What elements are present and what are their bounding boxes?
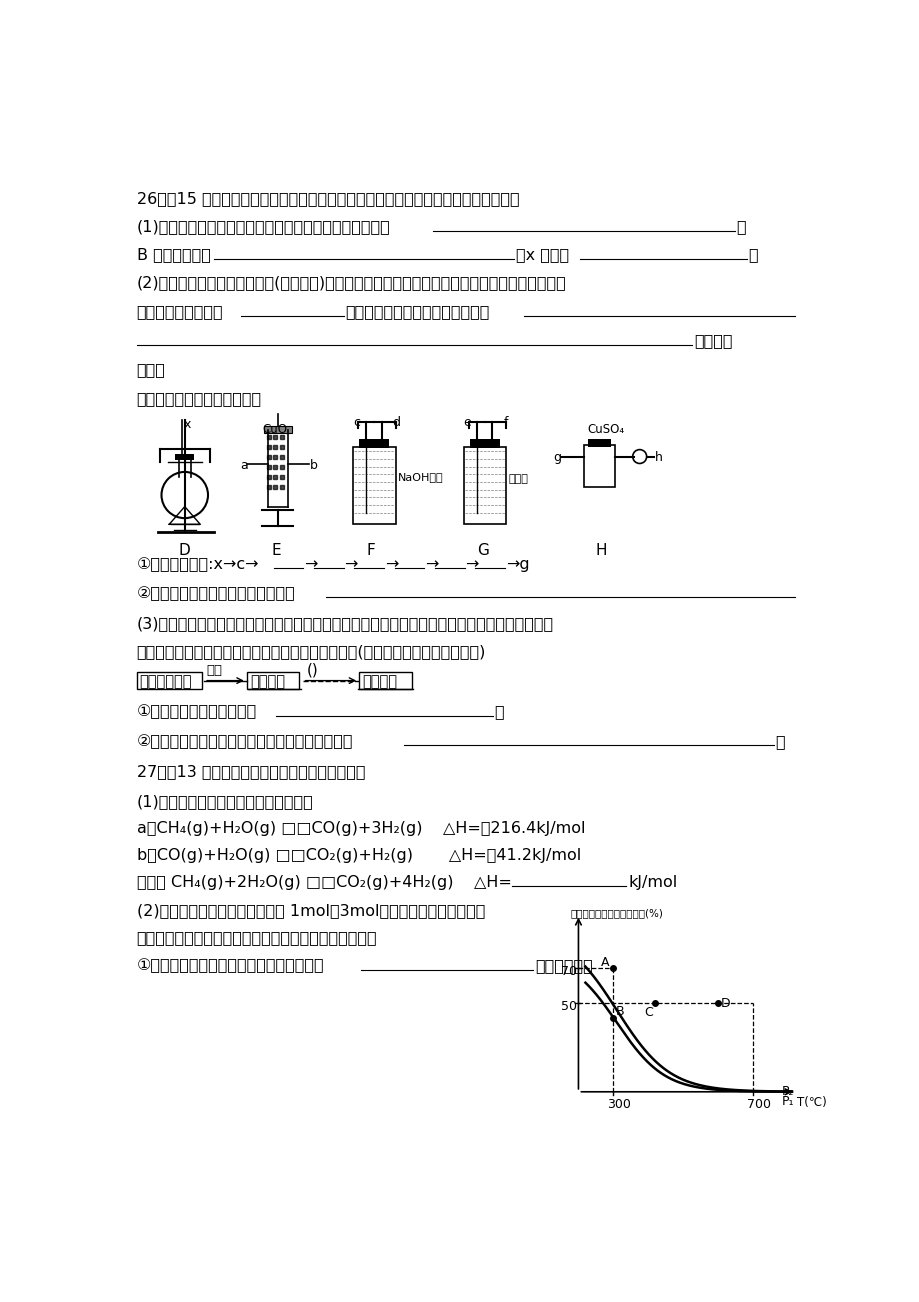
Text: 验证该气体的实验方案如下：: 验证该气体的实验方案如下： [137, 391, 262, 406]
Text: 300: 300 [607, 1098, 630, 1111]
Text: P₁: P₁ [780, 1095, 793, 1108]
Bar [264, 426, 291, 434]
Text: ①恒压时，反应一定达到平衡状态的标志是: ①恒压时，反应一定达到平衡状态的标志是 [137, 958, 324, 974]
Text: 越快。该气体可能为: 越快。该气体可能为 [137, 305, 223, 319]
Text: g: g [552, 452, 561, 464]
Text: 70: 70 [561, 965, 577, 978]
Text: B: B [615, 1005, 624, 1018]
Text: d: d [392, 417, 400, 430]
Text: P₂: P₂ [780, 1086, 793, 1099]
Text: 烧杯中混合物: 烧杯中混合物 [139, 673, 191, 689]
Text: 。: 。 [494, 704, 504, 720]
Text: (2)起始时投入氮气和氢气分别为 1mol、3mol，在不同温度和压强下合: (2)起始时投入氮气和氢气分别为 1mol、3mol，在不同温度和压强下合 [137, 904, 484, 918]
Text: b．CO(g)+H₂O(g) □□CO₂(g)+H₂(g)       △H=－41.2kJ/mol: b．CO(g)+H₂O(g) □□CO₂(g)+H₂(g) △H=－41.2kJ… [137, 848, 580, 863]
Bar [358, 672, 412, 689]
Text: ②能证明上述假设成立的实验现象是: ②能证明上述假设成立的实验现象是 [137, 586, 295, 602]
Text: 26．（15 分）某化学小组欲进行如下实验探究金属与浓硫酸反应。试回答下列问题。: 26．（15 分）某化学小组欲进行如下实验探究金属与浓硫酸反应。试回答下列问题。 [137, 191, 518, 206]
Bar [463, 447, 505, 523]
Text: 加水: 加水 [206, 664, 222, 677]
Text: 。: 。 [747, 247, 757, 262]
Text: ②写出产生该灰白色悬浮物主要反应的化学方程式: ②写出产生该灰白色悬浮物主要反应的化学方程式 [137, 734, 353, 749]
Bar [137, 672, 201, 689]
Text: kJ/mol: kJ/mol [628, 875, 676, 889]
Text: ，气体产生越来越快的原因可能是: ，气体产生越来越快的原因可能是 [345, 305, 489, 319]
Text: CuO: CuO [262, 423, 287, 436]
Text: C: C [644, 1006, 652, 1019]
Text: →: → [344, 557, 357, 572]
Text: →: → [465, 557, 478, 572]
Text: (1)合成氨中的氢气可由下列反应制取：: (1)合成氨中的氢气可由下列反应制取： [137, 794, 313, 809]
Text: （填序号）；: （填序号）； [535, 958, 592, 974]
Text: 700: 700 [746, 1098, 770, 1111]
Bar [587, 439, 610, 447]
Text: b: b [310, 458, 318, 471]
Text: G: G [476, 543, 488, 557]
Text: a: a [240, 458, 247, 471]
Text: D: D [178, 543, 190, 557]
Text: ；x 溶液为: ；x 溶液为 [516, 247, 568, 262]
Text: 质），设计方案研究该悬浮物的组成，请帮助完善。(假设镁的化合物都溶于稀酸): 质），设计方案研究该悬浮物的组成，请帮助完善。(假设镁的化合物都溶于稀酸) [137, 643, 485, 659]
Text: e: e [463, 417, 471, 430]
Text: F: F [366, 543, 374, 557]
Bar [353, 447, 395, 523]
Text: f: f [503, 417, 507, 430]
Text: B 装置的目的是: B 装置的目的是 [137, 247, 210, 262]
Text: (1)利用上图装置研究铜与浓硫酸反应，反应化学方程式为: (1)利用上图装置研究铜与浓硫酸反应，反应化学方程式为 [137, 219, 390, 234]
Text: a．CH₄(g)+H₂O(g) □□CO(g)+3H₂(g)    △H=＋216.4kJ/mol: a．CH₄(g)+H₂O(g) □□CO(g)+3H₂(g) △H=＋216.4… [137, 820, 584, 836]
Text: E: E [271, 543, 281, 557]
Text: H: H [595, 543, 607, 557]
Bar [470, 439, 500, 448]
Text: 成氨。平衡时混合物中氨的体积分数与温度关系如右图。: 成氨。平衡时混合物中氨的体积分数与温度关系如右图。 [137, 930, 377, 945]
Text: CuSO₄: CuSO₄ [587, 423, 624, 436]
Text: ①补充括号内应加入的试剂: ①补充括号内应加入的试剂 [137, 704, 256, 720]
Text: （至少两: （至少两 [693, 333, 732, 349]
Text: (3)取少量镁粉加入盛浓硫酸的烧杯，在通风橱中实验。充分反应后溶液中有灰白色悬浮物（硫单: (3)取少量镁粉加入盛浓硫酸的烧杯，在通风橱中实验。充分反应后溶液中有灰白色悬浮… [137, 616, 553, 631]
Text: →: → [384, 557, 398, 572]
Bar [584, 445, 614, 487]
Text: 则反应 CH₄(g)+2H₂O(g) □□CO₂(g)+4H₂(g)    △H=: 则反应 CH₄(g)+2H₂O(g) □□CO₂(g)+4H₂(g) △H= [137, 875, 511, 889]
Text: (2)将上述实验中的铜改为黄铜(铜锌合金)，实验后阶段可观察到倒立漏斗边缘有气体冒出，且越来: (2)将上述实验中的铜改为黄铜(铜锌合金)，实验后阶段可观察到倒立漏斗边缘有气体… [137, 276, 566, 290]
Bar [246, 672, 299, 689]
Text: 27．（13 分）氨为重要化工原料，有广泛用途。: 27．（13 分）氨为重要化工原料，有广泛用途。 [137, 764, 365, 780]
Bar [176, 454, 194, 461]
Text: 。: 。 [775, 734, 784, 749]
Text: 50: 50 [561, 1000, 577, 1013]
Text: 苯硫酸: 苯硫酸 [508, 474, 528, 484]
Text: (): () [306, 663, 318, 678]
Text: 全部溶解: 全部溶解 [362, 673, 397, 689]
Bar [358, 439, 389, 448]
Text: T(℃): T(℃) [796, 1096, 826, 1108]
Text: h: h [654, 452, 663, 464]
Text: 点）。: 点）。 [137, 362, 165, 378]
Text: c: c [353, 417, 359, 430]
Text: ；: ； [736, 219, 745, 234]
Text: 平衡混合物中氨的体积分数(%): 平衡混合物中氨的体积分数(%) [570, 909, 663, 918]
Text: ①装置连接顺序:x→c→: ①装置连接顺序:x→c→ [137, 557, 259, 572]
Text: A: A [600, 956, 609, 969]
Text: 部分溶解: 部分溶解 [250, 673, 285, 689]
Text: NaOH溶液: NaOH溶液 [397, 471, 443, 482]
Text: →: → [425, 557, 437, 572]
Text: →: → [304, 557, 317, 572]
Text: →g: →g [505, 557, 528, 572]
Text: x: x [184, 418, 191, 431]
Text: D: D [720, 997, 730, 1010]
